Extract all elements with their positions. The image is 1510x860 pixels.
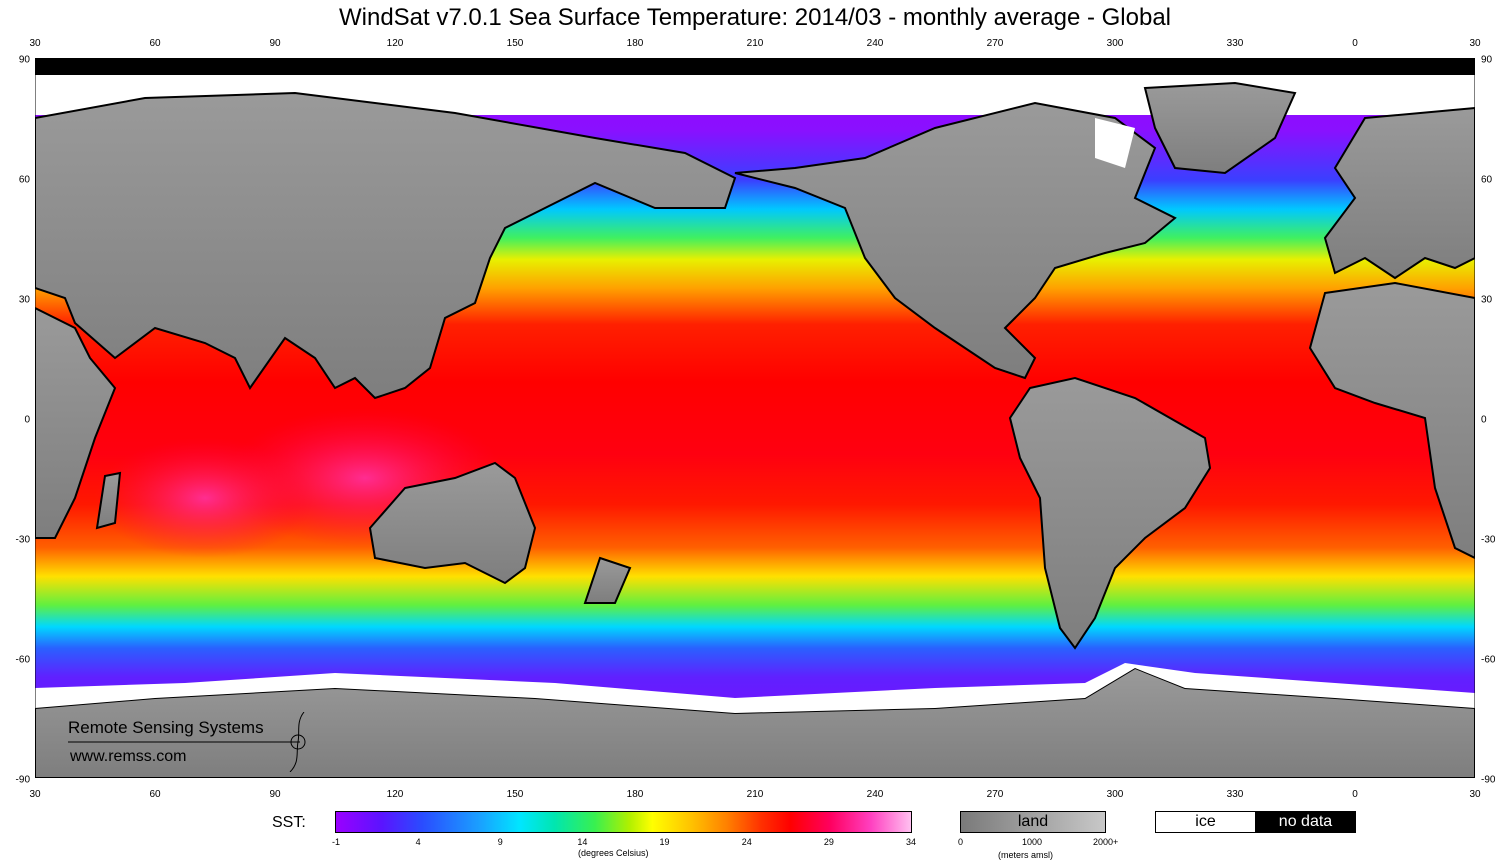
tick-label: 30: [29, 38, 41, 49]
logo-name: Remote Sensing Systems: [68, 718, 264, 737]
tick-label: 120: [386, 38, 404, 49]
land-tick-label: 1000: [1022, 837, 1043, 847]
north-america: [734, 101, 1177, 380]
map-title: WindSat v7.0.1 Sea Surface Temperature: …: [338, 4, 1172, 31]
tick-label: 150: [506, 38, 524, 49]
logo-mark: [68, 712, 306, 772]
tick-label: 90: [269, 789, 281, 800]
africa-west: [1308, 281, 1475, 560]
sst-tick-label: 9: [497, 837, 503, 847]
tick-label: -60: [15, 654, 30, 666]
tick-label: 0: [1352, 38, 1358, 49]
tick-label: 30: [1481, 294, 1493, 306]
tick-label: -60: [1481, 654, 1496, 666]
sst-tick-label: 34: [905, 837, 917, 847]
land-units: (meters amsl): [998, 850, 1054, 860]
tick-label: 30: [29, 789, 41, 800]
sst-tick-label: 29: [823, 837, 834, 847]
tick-label: 150: [506, 789, 524, 800]
tick-label: 90: [1481, 54, 1493, 66]
sst-tick-label: 19: [659, 837, 670, 847]
sst-tick-label: 24: [741, 837, 752, 847]
tick-label: 90: [269, 38, 281, 49]
tick-label: 330: [1226, 38, 1244, 49]
land-label: land: [1017, 813, 1049, 830]
land-tick-label: 2000+: [1093, 837, 1119, 847]
tick-label: 30: [18, 294, 30, 306]
south-america: [1008, 376, 1212, 650]
sst-legend-label: SST:: [272, 814, 306, 831]
sst-colorbar: [335, 811, 912, 833]
no-data-band: [35, 58, 1475, 75]
australia: [368, 461, 537, 585]
sst-tick-label: 14: [577, 837, 588, 847]
tick-label: 300: [1106, 38, 1124, 49]
sst-units: (degrees Celsius): [578, 848, 649, 858]
tick-label: 210: [746, 38, 764, 49]
indian-ocean-warm-pool: [95, 438, 315, 558]
hudson-bay-ice: [1095, 118, 1135, 168]
ice-legend: ice: [1155, 811, 1256, 833]
tick-label: 0: [1481, 414, 1487, 426]
tick-label: 270: [986, 38, 1004, 49]
tick-label: -30: [1481, 534, 1496, 546]
tick-label: -90: [15, 774, 30, 786]
tick-label: 180: [626, 38, 644, 49]
tick-label: 0: [24, 414, 30, 426]
rss-logo: Remote Sensing Systems www.remss.com: [60, 712, 320, 772]
continents: [35, 81, 1475, 778]
greenland: [1143, 81, 1297, 175]
sst-tick-label: 4: [415, 837, 421, 847]
tick-label: 60: [18, 174, 30, 186]
tick-label: 120: [386, 789, 404, 800]
antarctic-ice: [35, 663, 1475, 713]
sst-map: [35, 58, 1475, 778]
tick-label: 240: [866, 38, 884, 49]
africa-east: [35, 306, 117, 539]
sst-tick-label: -1: [331, 837, 341, 847]
tick-label: 60: [149, 789, 161, 800]
tick-label: -30: [15, 534, 30, 546]
tick-label: 60: [149, 38, 161, 49]
tick-label: -90: [1481, 774, 1496, 786]
new-zealand: [583, 556, 632, 604]
tick-label: 210: [746, 789, 764, 800]
tick-label: 330: [1226, 789, 1244, 800]
asia-landmass: [35, 91, 737, 400]
tick-label: 240: [866, 789, 884, 800]
tick-label: 30: [1469, 789, 1481, 800]
tick-label: 270: [986, 789, 1004, 800]
tick-label: 0: [1352, 789, 1358, 800]
nodata-legend: no data: [1255, 811, 1356, 833]
tick-label: 300: [1106, 789, 1124, 800]
madagascar: [95, 471, 122, 530]
land-legend: land: [960, 811, 1106, 833]
land-tick-label: 0: [958, 837, 964, 847]
tick-label: 30: [1469, 38, 1481, 49]
europe-landmass: [1323, 106, 1475, 280]
tick-label: 180: [626, 789, 644, 800]
tick-label: 60: [1481, 174, 1493, 186]
tick-label: 90: [18, 54, 30, 66]
logo-url: www.remss.com: [70, 748, 187, 765]
